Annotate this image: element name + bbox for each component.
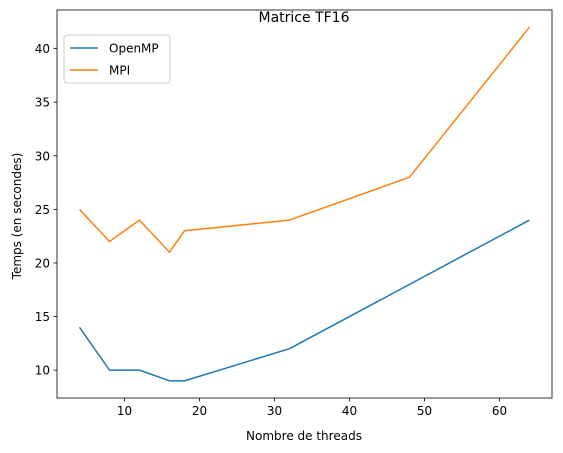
plot-frame (56, 9, 553, 399)
x-axis: 10 20 30 40 50 60 (117, 398, 507, 418)
series-line-openmp (78, 219, 530, 382)
y-tick-label: 15 (35, 310, 50, 324)
x-axis-label: Nombre de threads (246, 429, 362, 443)
x-tick-label: 10 (117, 404, 132, 418)
x-tick-label: 50 (417, 404, 432, 418)
x-tick-label: 40 (342, 404, 357, 418)
x-tick-label: 30 (267, 404, 282, 418)
legend-box (63, 34, 171, 84)
legend-label-mpi: MPI (109, 64, 130, 78)
y-tick-label: 20 (35, 256, 50, 270)
legend-label-openmp: OpenMP (109, 42, 159, 56)
x-tick-label: 60 (492, 404, 507, 418)
y-tick-label: 25 (35, 203, 50, 217)
y-tick-label: 40 (35, 42, 50, 56)
series-line-mpi (78, 26, 531, 253)
plot-area (78, 26, 531, 382)
y-axis: 10 15 20 25 30 35 40 (35, 42, 57, 378)
y-tick-label: 30 (35, 149, 50, 163)
chart-title: Matrice TF16 (259, 10, 350, 26)
y-tick-label: 10 (35, 364, 50, 378)
legend: OpenMP MPI (63, 34, 171, 84)
y-axis-label: Temps (en secondes) (10, 153, 24, 281)
y-tick-label: 35 (35, 96, 50, 110)
x-tick-label: 20 (192, 404, 207, 418)
